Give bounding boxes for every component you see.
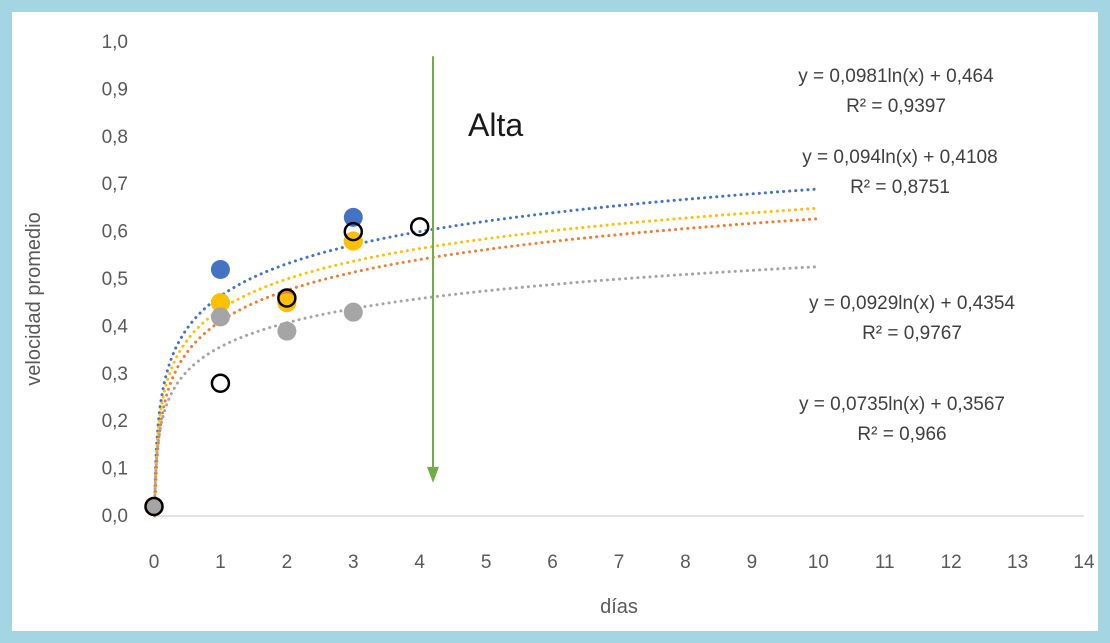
x-tick-label: 14 <box>1073 552 1095 573</box>
x-tick-label: 9 <box>747 552 758 573</box>
r2-series-4: R² = 0,966 <box>857 424 946 445</box>
y-tick-label: 0,7 <box>102 174 128 195</box>
data-point-series-4 <box>210 307 230 327</box>
data-point-series-1 <box>343 207 363 227</box>
x-axis-title: días <box>600 596 638 618</box>
x-axis-ticks: 0 1 2 3 4 5 6 7 8 9 10 11 12 13 14 <box>149 552 1095 573</box>
y-axis-title: velocidad promedio <box>23 212 45 385</box>
data-point-series-5 <box>210 373 231 394</box>
y-tick-label: 0,9 <box>102 79 128 100</box>
y-tick-label: 1,0 <box>102 32 128 53</box>
y-tick-label: 0,8 <box>102 127 128 148</box>
trendlines <box>153 187 820 518</box>
trendline-series-3 <box>153 206 820 514</box>
data-point-series-5 <box>277 288 297 308</box>
r2-series-3: R² = 0,9767 <box>862 323 962 344</box>
y-tick-label: 0,4 <box>102 316 129 337</box>
x-tick-label: 13 <box>1007 552 1028 573</box>
x-tick-label: 10 <box>808 552 829 573</box>
annotation-label: Alta <box>468 107 523 143</box>
x-tick-label: 6 <box>547 552 558 573</box>
data-point-series-3 <box>277 293 297 313</box>
data-point-series-5 <box>409 217 430 237</box>
trendline-series-2 <box>153 217 820 518</box>
data-point-series-4 <box>144 497 164 517</box>
x-tick-label: 0 <box>149 552 160 573</box>
y-tick-label: 0,3 <box>102 364 128 385</box>
x-tick-label: 11 <box>875 552 895 573</box>
trend-equations: y = 0,0981ln(x) + 0,464 R² = 0,9397 y = … <box>798 66 1015 445</box>
data-points <box>144 207 430 517</box>
trendline-series-4 <box>153 265 820 509</box>
data-point-series-5 <box>144 496 164 517</box>
x-tick-label: 3 <box>348 552 359 573</box>
r2-series-1: R² = 0,9397 <box>846 96 946 117</box>
equation-series-4: y = 0,0735ln(x) + 0,3567 <box>799 394 1005 415</box>
equation-series-2: y = 0,094ln(x) + 0,4108 <box>802 147 997 168</box>
x-tick-label: 7 <box>614 552 625 573</box>
equation-series-3: y = 0,0929ln(x) + 0,4354 <box>809 293 1015 314</box>
data-point-series-1 <box>210 260 230 280</box>
x-tick-label: 8 <box>680 552 691 573</box>
x-tick-label: 1 <box>215 552 226 573</box>
x-tick-label: 2 <box>282 552 293 573</box>
y-tick-label: 0,1 <box>102 459 128 480</box>
y-tick-label: 0,5 <box>102 269 128 290</box>
data-point-series-3 <box>210 293 230 313</box>
x-tick-label: 5 <box>481 552 492 573</box>
x-tick-label: 12 <box>941 552 962 573</box>
equation-series-1: y = 0,0981ln(x) + 0,464 <box>798 66 994 87</box>
x-tick-label: 4 <box>414 552 425 573</box>
data-point-series-5 <box>343 221 364 242</box>
annotation-arrow-head <box>427 466 439 483</box>
y-axis-ticks: 0,0 0,1 0,2 0,3 0,4 0,5 0,6 0,7 0,8 0,9 1,0 <box>102 32 129 527</box>
y-tick-label: 0,6 <box>102 222 128 243</box>
data-point-series-4 <box>343 302 363 322</box>
r2-series-2: R² = 0,8751 <box>850 177 950 198</box>
y-tick-label: 0,2 <box>102 411 128 432</box>
data-point-series-4 <box>277 321 297 341</box>
y-tick-label: 0,0 <box>102 506 128 527</box>
trendline-series-1 <box>153 187 820 512</box>
